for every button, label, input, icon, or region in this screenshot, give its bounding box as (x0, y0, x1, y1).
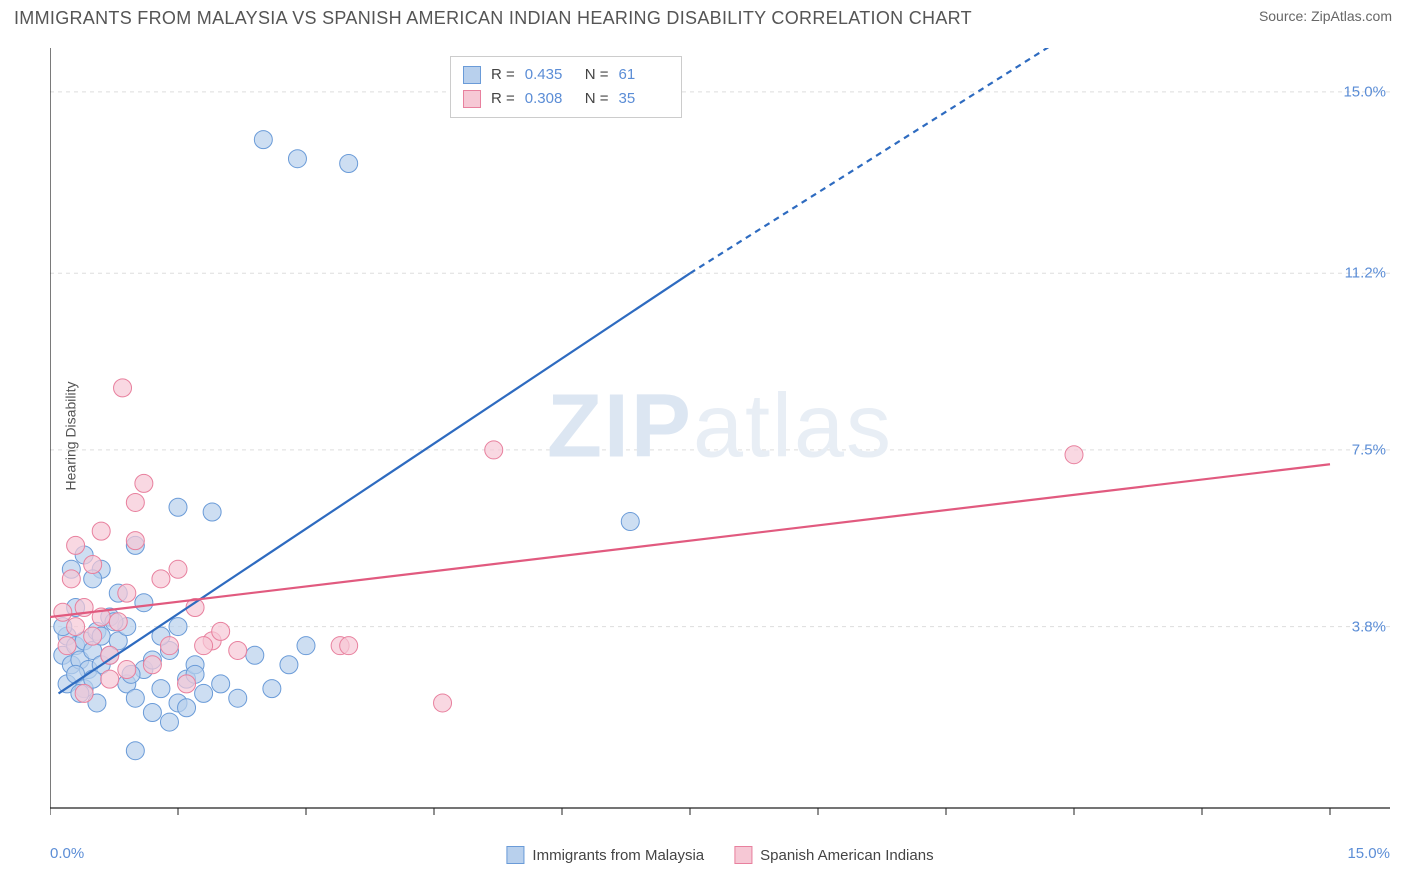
y-tick-label: 11.2% (1345, 265, 1386, 282)
correlation-legend-row: R = 0.308 N = 35 (463, 87, 669, 111)
legend-swatch (506, 846, 524, 864)
series-legend: Immigrants from Malaysia Spanish American… (506, 846, 933, 864)
chart-source: Source: ZipAtlas.com (1259, 8, 1392, 24)
n-label: N = (585, 87, 609, 111)
r-label: R = (491, 63, 515, 87)
correlation-legend: R = 0.435 N = 61 R = 0.308 N = 35 (450, 56, 682, 118)
legend-item: Immigrants from Malaysia (506, 846, 704, 864)
chart-area: Hearing Disability ZIPatlas R =0.435N =6… (50, 48, 1390, 838)
x-tick-max: 15.0% (1347, 845, 1390, 862)
correlation-legend-row: R = 0.435 N = 61 (463, 63, 669, 87)
y-tick-label: 3.8% (1352, 618, 1386, 635)
legend-swatch (463, 66, 481, 84)
legend-swatch (463, 90, 481, 108)
n-label: N = (585, 63, 609, 87)
legend-label: Immigrants from Malaysia (532, 847, 704, 864)
y-tick-label: 15.0% (1343, 83, 1386, 100)
legend-item: Spanish American Indians (734, 846, 933, 864)
legend-swatch (734, 846, 752, 864)
chart-title: IMMIGRANTS FROM MALAYSIA VS SPANISH AMER… (14, 8, 972, 29)
r-value: 0.435 (525, 63, 575, 87)
r-value: 0.308 (525, 87, 575, 111)
n-value: 35 (619, 87, 669, 111)
x-tick-min: 0.0% (50, 845, 84, 862)
chart-header: IMMIGRANTS FROM MALAYSIA VS SPANISH AMER… (0, 0, 1406, 33)
r-label: R = (491, 87, 515, 111)
y-tick-label: 7.5% (1352, 441, 1386, 458)
scatter-plot (50, 48, 1390, 838)
legend-label: Spanish American Indians (760, 847, 933, 864)
n-value: 61 (619, 63, 669, 87)
